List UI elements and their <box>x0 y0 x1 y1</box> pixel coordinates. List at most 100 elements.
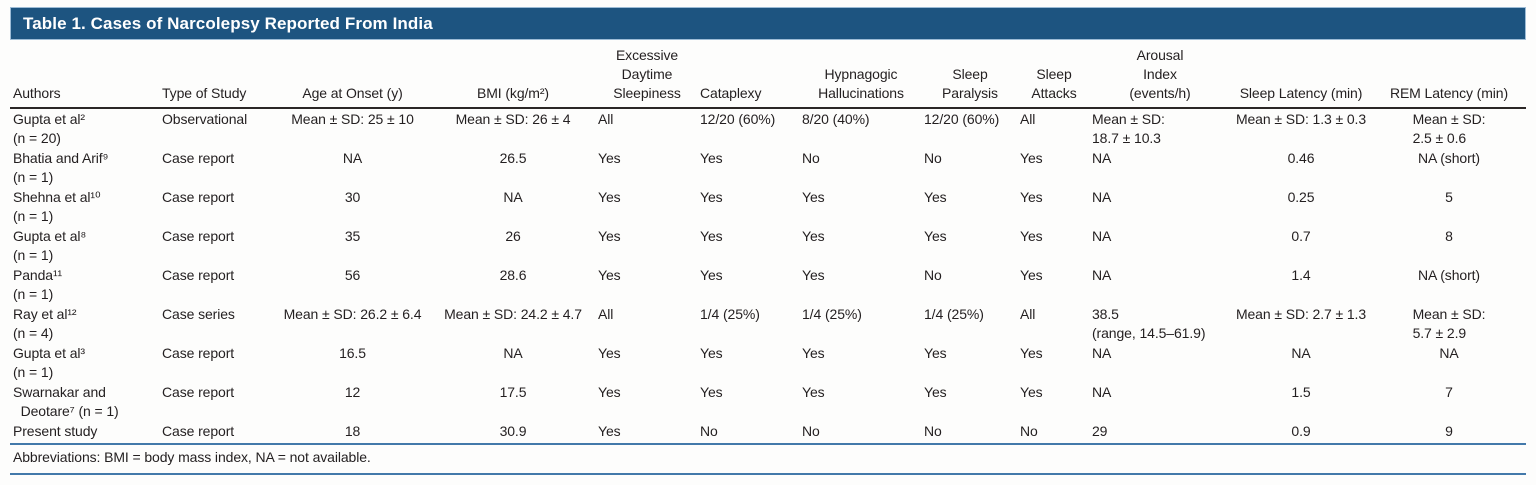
table-cell: Yes <box>802 267 825 283</box>
table-cell: Yes <box>1020 228 1043 244</box>
table-cell: Yes <box>598 267 621 283</box>
table-cell: 9 <box>1445 423 1453 439</box>
table-cell: No <box>700 423 718 439</box>
table-cell: 12/20 (60%) <box>700 111 776 127</box>
table-cell: Gupta et al³ (n = 1) <box>13 345 85 380</box>
table-cell: 26.5 <box>499 150 527 166</box>
table-cell: No <box>924 423 942 439</box>
table-cell: 0.25 <box>1287 189 1315 205</box>
table-cell: Mean ± SD: 5.7 ± 2.9 <box>1372 304 1526 343</box>
table-row: Gupta et al² (n = 20) Observational Mean ±… <box>10 108 1526 148</box>
table-header: Authors Type of Study Age at Onset (y) BMI … <box>10 40 1526 109</box>
table-cell: 0.7 <box>1291 228 1311 244</box>
table-cell: Yes <box>598 189 621 205</box>
table-cell: NA <box>1291 345 1311 361</box>
table-cell: NA <box>1092 384 1112 400</box>
table-cell: Yes <box>924 345 947 361</box>
table-cell: Yes <box>700 228 723 244</box>
table-row: Present study Case report 18 30.9 Yes No No No N… <box>10 421 1526 441</box>
table-cell: NA <box>1092 345 1112 361</box>
table-cell: Shehna et al¹⁰ (n = 1) <box>13 189 101 224</box>
table-cell: 1.5 <box>1291 384 1311 400</box>
table-row: Gupta et al³ (n = 1) Case report 16.5 NA Yes… <box>10 343 1526 382</box>
table-cell: Case report <box>162 228 235 244</box>
narcolepsy-cases-table: Authors Type of Study Age at Onset (y) BMI … <box>10 40 1526 441</box>
column-header: Cataplexy <box>698 40 800 109</box>
table-cell: NA <box>1092 189 1112 205</box>
table-cell: Case report <box>162 189 235 205</box>
table-cell: Yes <box>1020 345 1043 361</box>
table-cell: Case report <box>162 150 235 166</box>
table-cell: Yes <box>700 384 723 400</box>
table-cell: Observational <box>162 111 248 127</box>
table-cell: Yes <box>1020 267 1043 283</box>
table-cell: All <box>598 306 614 322</box>
table-cell: 30 <box>344 189 361 205</box>
table-cell: Present study <box>13 423 98 439</box>
table-cell: All <box>1020 306 1036 322</box>
table-title-bar: Table 1. Cases of Narcolepsy Reported Fr… <box>10 7 1526 40</box>
table-row: Swarnakar and Deotare⁷ (n = 1) Case repor… <box>10 382 1526 421</box>
column-header: Sleep Paralysis <box>922 40 1018 109</box>
table-cell: Mean ± SD: 25 ± 10 <box>291 111 414 127</box>
table-cell: Yes <box>700 345 723 361</box>
table-body: Gupta et al² (n = 20) Observational Mean ±… <box>10 108 1526 441</box>
column-header: Hypnagogic Hallucinations <box>800 40 922 109</box>
column-header: REM Latency (min) <box>1372 40 1526 109</box>
table-cell: 35 <box>344 228 361 244</box>
table-cell: Yes <box>598 345 621 361</box>
table-cell: Yes <box>1020 150 1043 166</box>
table-cell: Yes <box>924 189 947 205</box>
table-cell: 17.5 <box>499 384 527 400</box>
table-cell: 7 <box>1445 384 1453 400</box>
table-cell: NA <box>342 150 363 166</box>
table-cell: Mean ± SD: 2.7 ± 1.3 <box>1235 306 1367 322</box>
table-cell: NA <box>1439 345 1459 361</box>
table-cell: Mean ± SD: 2.5 ± 0.6 <box>1372 108 1526 148</box>
column-header: Type of Study <box>160 40 275 109</box>
table-cell: NA <box>1092 228 1112 244</box>
table-cell: Yes <box>598 228 621 244</box>
table-cell: No <box>802 150 820 166</box>
cell-text: Mean ± SD: 5.7 ± 2.9 <box>1412 306 1486 341</box>
table-row: Ray et al¹² (n = 4) Case series Mean ± SD:… <box>10 304 1526 343</box>
table-cell: NA (short) <box>1417 150 1480 166</box>
table-cell: Case report <box>162 345 235 361</box>
table-cell: Yes <box>1020 384 1043 400</box>
table-cell: All <box>598 111 614 127</box>
table-cell: Yes <box>700 267 723 283</box>
table-row: Panda¹¹ (n = 1) Case report 56 28.6 Yes Yes Ye… <box>10 265 1526 304</box>
table-cell: Bhatia and Arif⁹ (n = 1) <box>13 150 109 185</box>
table-cell: 30.9 <box>499 423 527 439</box>
table-cell: Case report <box>162 267 235 283</box>
table-row: Bhatia and Arif⁹ (n = 1) Case report NA 26.… <box>10 148 1526 187</box>
table-cell: 8/20 (40%) <box>802 111 870 127</box>
table-cell: 0.9 <box>1291 423 1311 439</box>
table-cell: Yes <box>802 228 825 244</box>
table-cell: 38.5 (range, 14.5–61.9) <box>1092 306 1206 341</box>
table-cell: 16.5 <box>339 345 366 361</box>
table-cell: Yes <box>598 384 621 400</box>
table-cell: Yes <box>802 189 825 205</box>
table-cell: Mean ± SD: 26 ± 4 <box>455 111 571 127</box>
column-header: Excessive Daytime Sleepiness <box>596 40 698 109</box>
table-title: Table 1. Cases of Narcolepsy Reported Fr… <box>23 13 433 33</box>
table-cell: NA (short) <box>1417 267 1480 283</box>
table-cell: 28.6 <box>499 267 527 283</box>
table-cell: 1/4 (25%) <box>700 306 760 322</box>
table-cell: 12 <box>344 384 361 400</box>
table-cell: 0.46 <box>1287 150 1315 166</box>
table-cell: No <box>802 423 820 439</box>
cell-text: Mean ± SD: 2.5 ± 0.6 <box>1412 111 1486 146</box>
table-cell: 1/4 (25%) <box>802 306 862 322</box>
column-header: Authors <box>10 40 160 109</box>
table-cell: Case series <box>162 306 235 322</box>
table-cell: 1.4 <box>1291 267 1311 283</box>
table-cell: 12/20 (60%) <box>924 111 1000 127</box>
table-cell: No <box>1020 423 1038 439</box>
column-header: Sleep Latency (min) <box>1230 40 1372 109</box>
table-cell: Gupta et al⁸ (n = 1) <box>13 228 87 263</box>
table-cell: Yes <box>598 423 621 439</box>
abbreviations-note: Abbreviations: BMI = body mass index, NA… <box>10 443 1526 475</box>
